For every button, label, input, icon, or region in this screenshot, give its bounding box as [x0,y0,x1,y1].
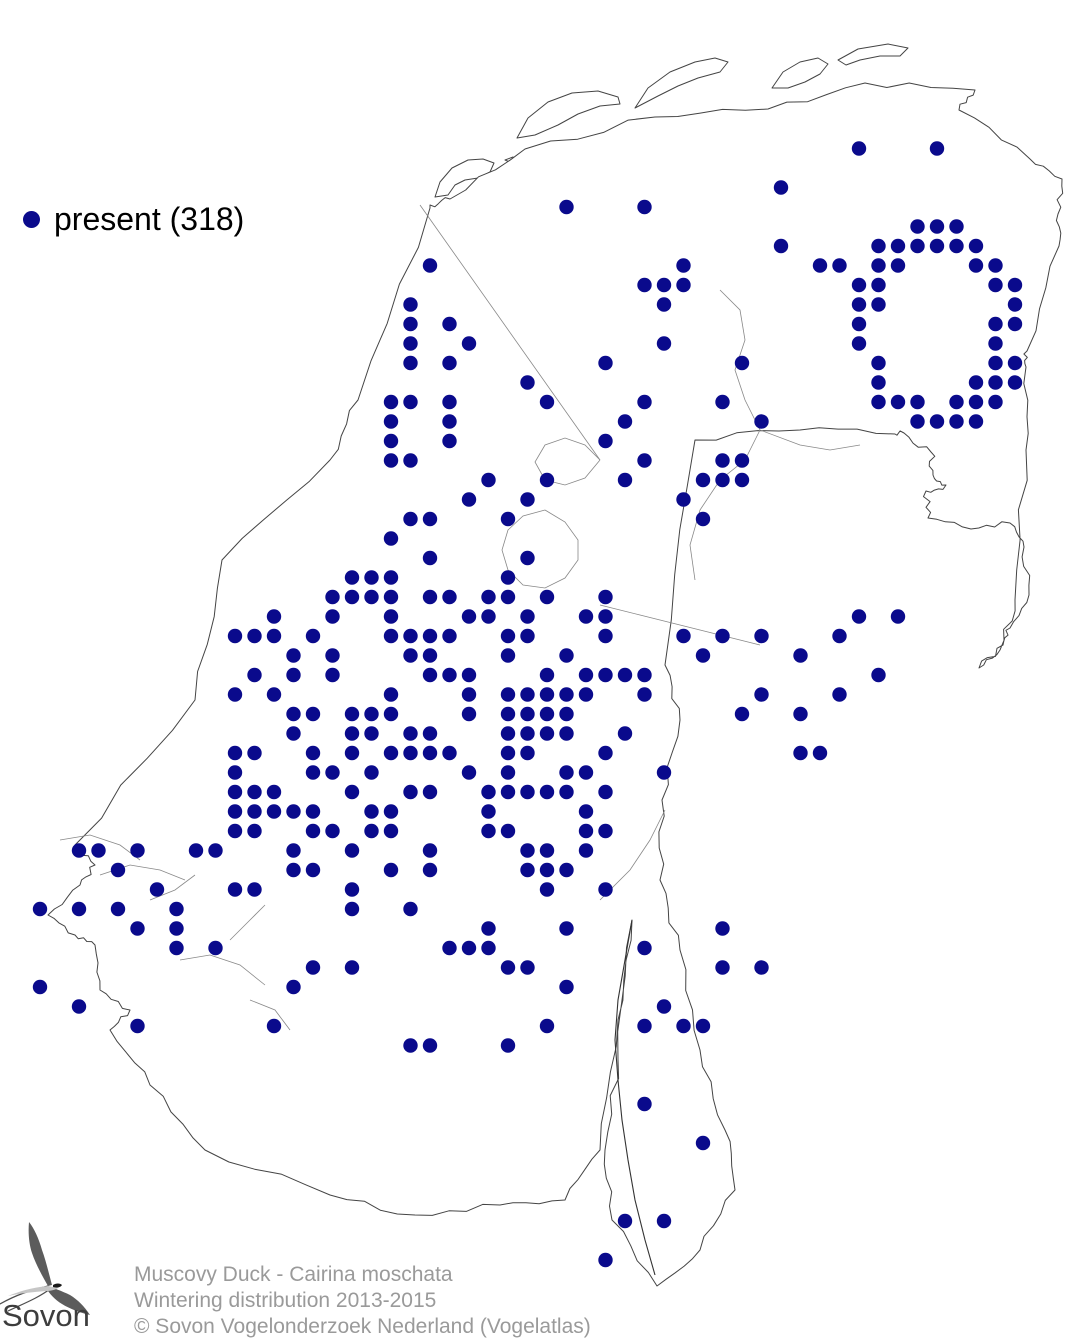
svg-text:Sovon: Sovon [2,1298,90,1328]
